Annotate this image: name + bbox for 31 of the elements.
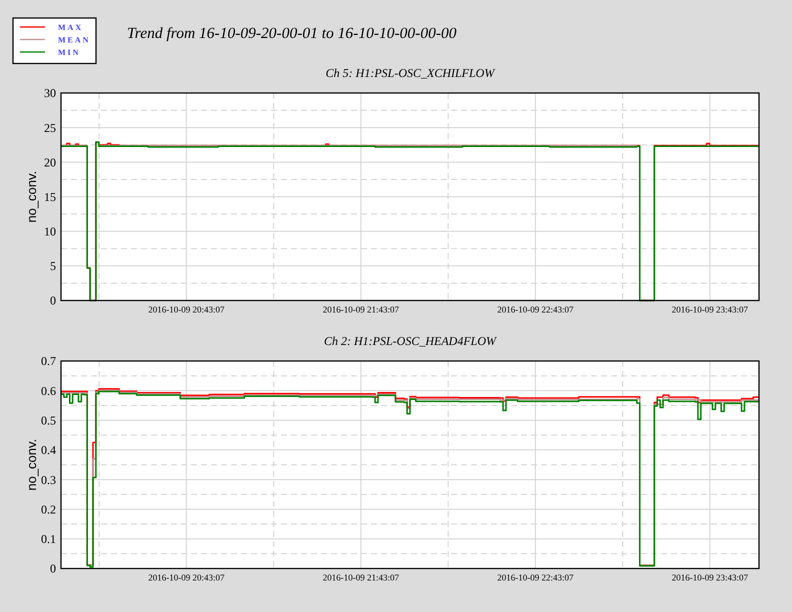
y-tick-label: 0.3 — [41, 472, 56, 487]
y-axis-title: no_conv. — [24, 170, 39, 223]
x-tick-label: 2016-10-09 23:43:07 — [672, 572, 749, 582]
x-tick-label: 2016-10-09 21:43:07 — [322, 304, 400, 314]
y-tick-label: 15 — [44, 190, 56, 204]
y-tick-label: 25 — [44, 120, 56, 135]
y-axis-title: no_conv. — [24, 438, 39, 491]
x-tick-label: 2016-10-09 21:43:07 — [322, 572, 400, 582]
y-tick-label: 0.6 — [41, 384, 56, 398]
y-tick-label: 0 — [50, 294, 56, 308]
y-tick-label: 0.7 — [41, 354, 56, 368]
y-tick-label: 10 — [44, 224, 56, 239]
chart-title: Ch 2: H1:PSL-OSC_HEAD4FLOW — [324, 334, 497, 348]
y-tick-label: 0.5 — [41, 413, 56, 428]
y-tick-label: 0.4 — [41, 443, 56, 458]
y-tick-label: 0.1 — [41, 532, 56, 546]
legend-label: MEAN — [58, 35, 90, 44]
x-tick-label: 2016-10-09 22:43:07 — [497, 572, 574, 582]
y-tick-label: 30 — [44, 86, 56, 100]
x-tick-label: 2016-10-09 23:43:07 — [672, 304, 749, 314]
chart-title: Trend from 16-10-09-20-00-01 to 16-10-10-00-00-00 — [127, 25, 457, 42]
x-tick-label: 2016-10-09 20:43:07 — [148, 572, 226, 582]
x-tick-label: 2016-10-09 20:43:07 — [148, 304, 226, 314]
y-tick-label: 20 — [44, 155, 56, 170]
chart-subtitle: Ch 5: H1:PSL-OSC_XCHILFLOW — [326, 66, 496, 80]
y-tick-label: 0 — [50, 562, 56, 576]
y-tick-label: 0.2 — [41, 502, 56, 516]
y-tick-label: 5 — [50, 259, 56, 274]
legend-label: MIN — [58, 48, 80, 57]
legend-label: MAX — [58, 22, 84, 32]
x-tick-label: 2016-10-09 22:43:07 — [497, 304, 574, 314]
